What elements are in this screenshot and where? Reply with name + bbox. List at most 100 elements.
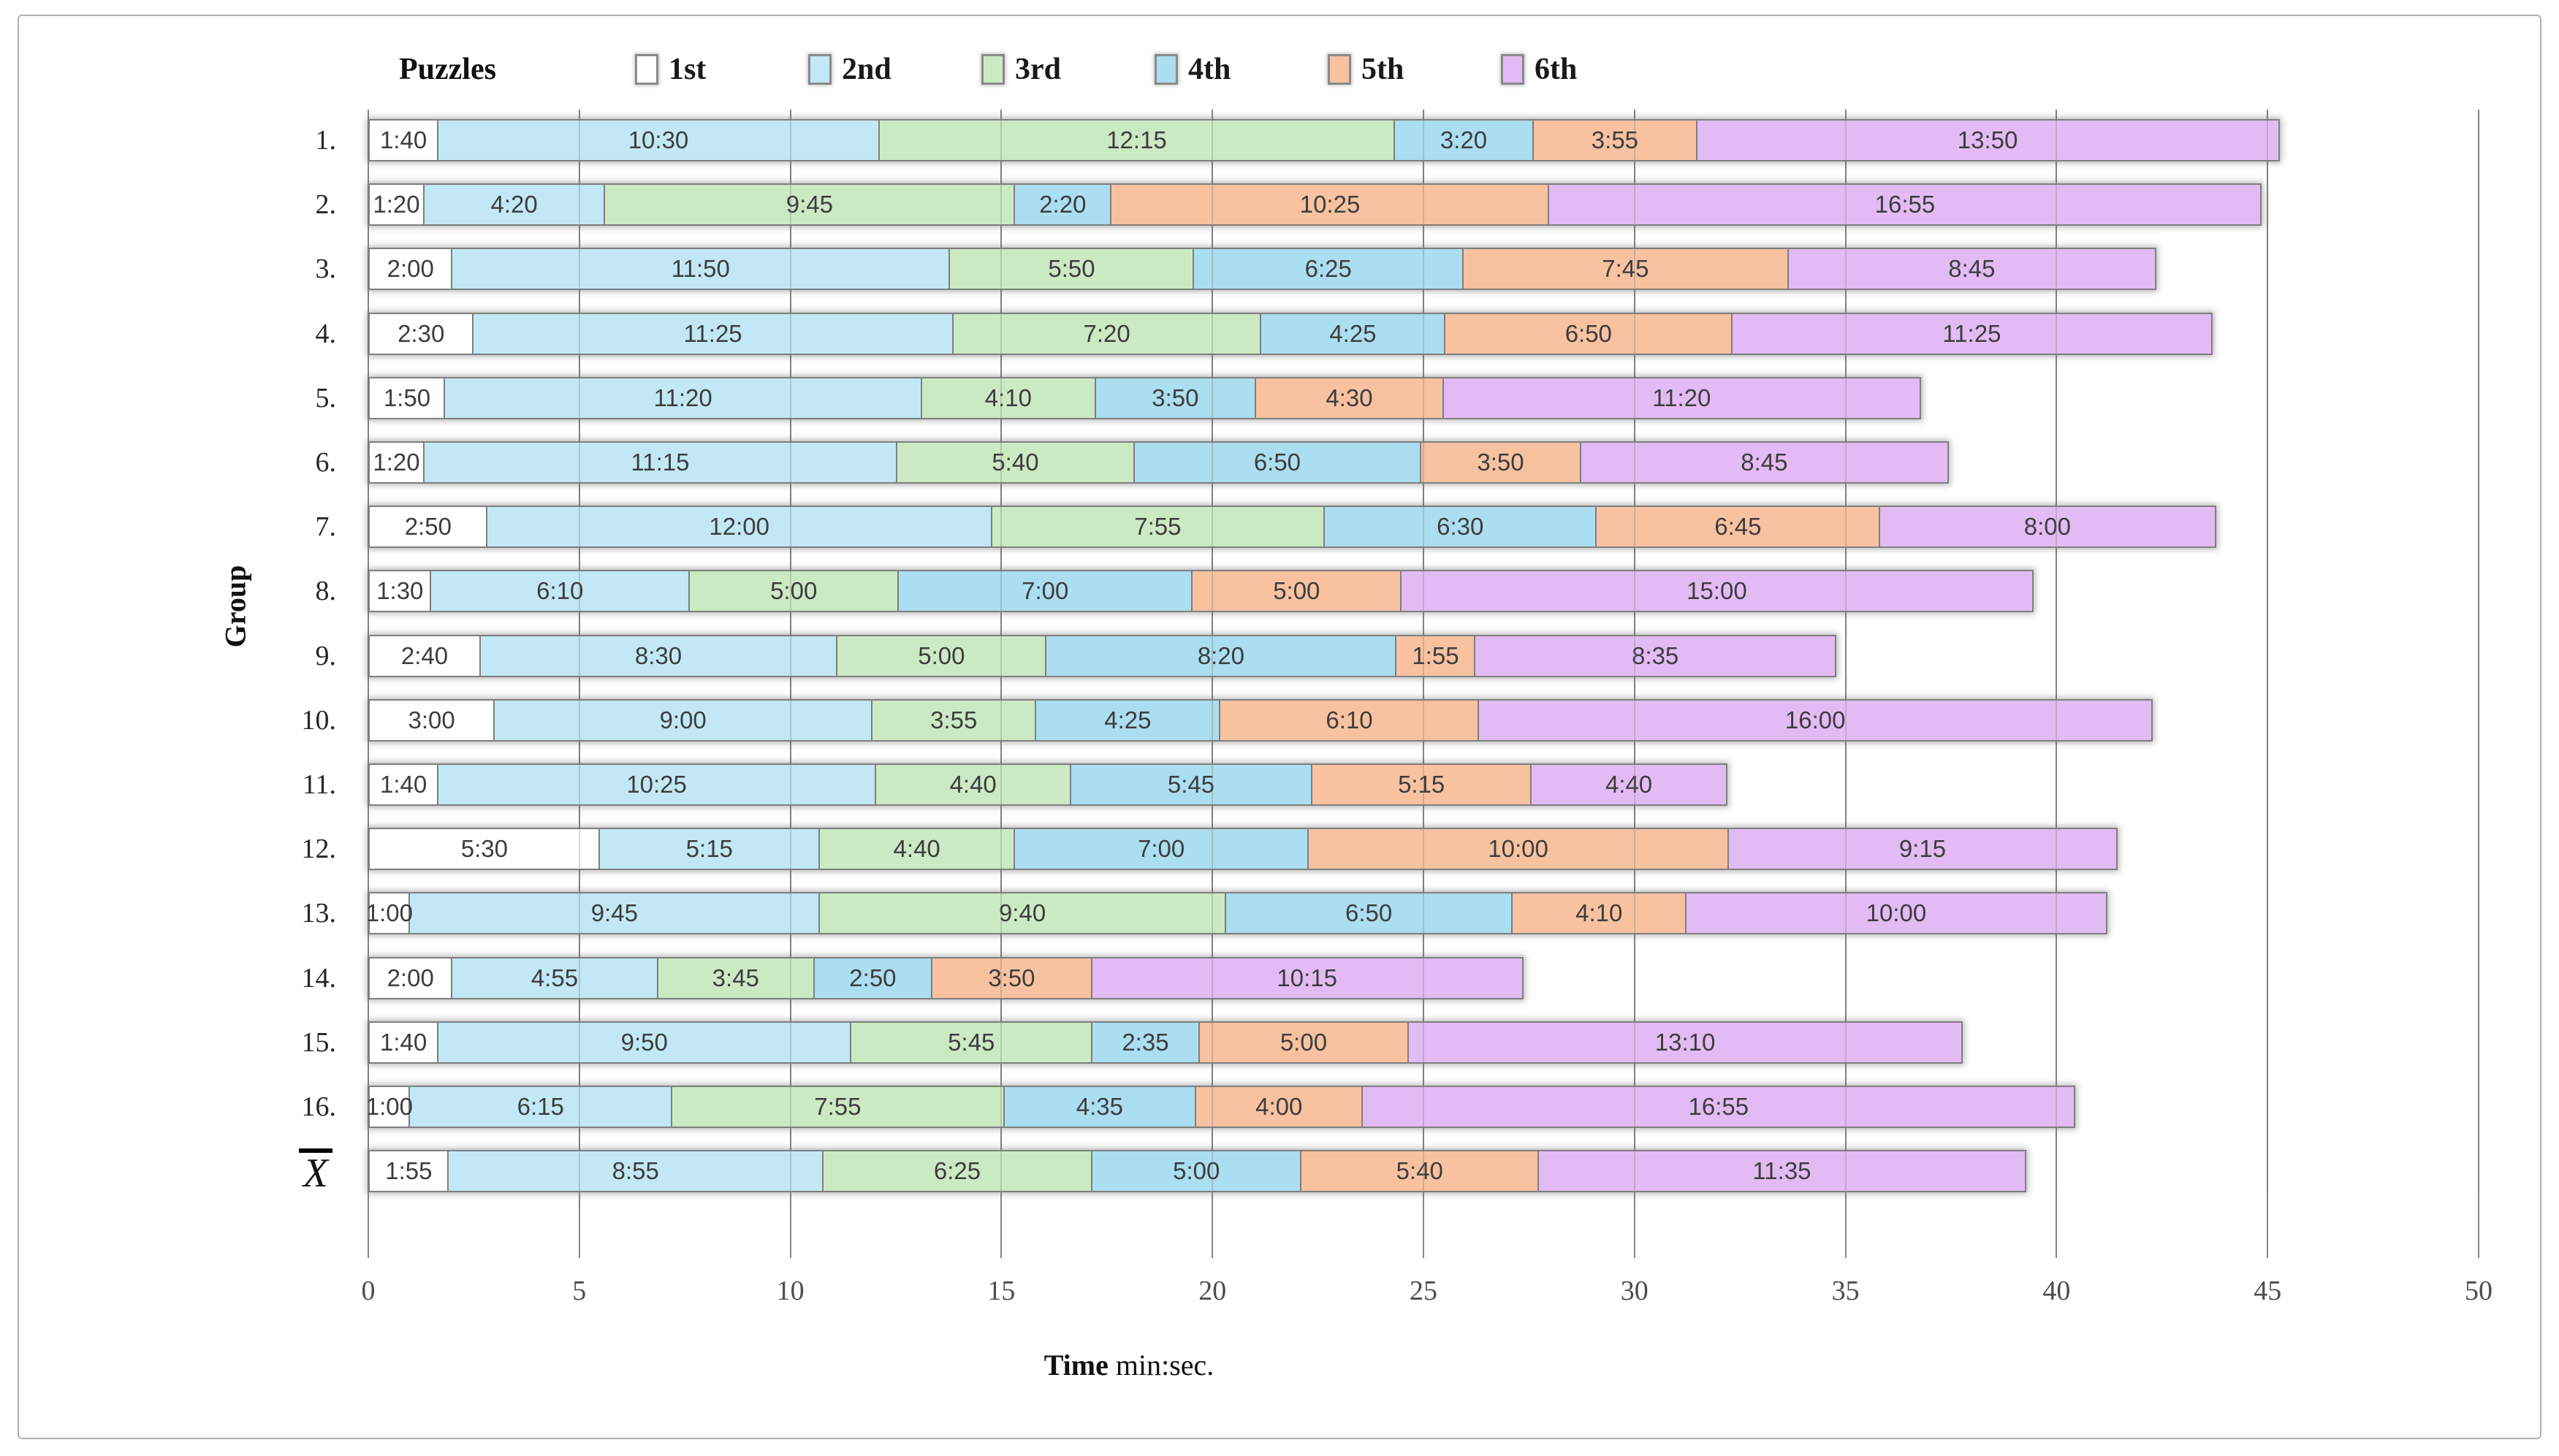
bar-segment-value: 1:40 xyxy=(380,126,427,153)
bar-segment-value: 6:30 xyxy=(1437,513,1484,541)
bar-segment-5th: 4:30 xyxy=(1254,376,1445,419)
bar-segment-value: 5:00 xyxy=(1280,1028,1328,1056)
bar-segment-value: 12:00 xyxy=(709,513,769,541)
bar-segment-6th: 11:20 xyxy=(1442,376,1921,419)
bar-segment-value: 3:55 xyxy=(1591,126,1639,153)
bar-segment-1st: 1:00 xyxy=(365,1086,413,1128)
bar-segment-value: 10:25 xyxy=(626,771,687,798)
row-label-12: 12. xyxy=(301,834,337,865)
bar-segment-2nd: 6:15 xyxy=(408,1086,673,1128)
bar-segment-5th: 5:00 xyxy=(1198,1021,1410,1064)
gridline-overlay-0 xyxy=(368,110,369,1191)
legend-swatch-6th xyxy=(1501,54,1524,85)
legend-label-5th: 5th xyxy=(1361,53,1404,86)
bar-row-4: 2:30 11:25 7:20 4:25 6:50 11:25 xyxy=(368,312,2213,355)
bar-segment-4th: 6:30 xyxy=(1323,506,1597,549)
bar-segment-value: 11:25 xyxy=(683,319,742,347)
bar-segment-3rd: 9:45 xyxy=(604,183,1016,226)
bar-segment-value: 6:25 xyxy=(1304,255,1352,283)
bar-row-11: 1:40 10:25 4:40 5:45 5:15 4:40 xyxy=(368,763,1727,806)
bar-segment-6th: 10:15 xyxy=(1090,956,1524,999)
bar-row-2: 1:20 4:20 9:45 2:20 10:25 16:55 xyxy=(368,183,2262,226)
x-tick-label-50: 50 xyxy=(2465,1276,2493,1306)
x-tick-label-0: 0 xyxy=(361,1276,376,1306)
bar-row-16: 1:00 6:15 7:55 4:35 4:00 16:55 xyxy=(365,1086,2076,1128)
bar-segment-value: 6:50 xyxy=(1253,449,1301,476)
bar-segment-value: 6:25 xyxy=(933,1157,981,1185)
bar-segment-value: 4:40 xyxy=(1605,771,1653,798)
row-label-16: 16. xyxy=(301,1091,337,1122)
bar-segment-value: 6:10 xyxy=(1326,706,1373,733)
row-label-9: 9. xyxy=(315,640,337,671)
row-label-1: 1. xyxy=(315,125,337,156)
bar-segment-value: 4:30 xyxy=(1326,384,1373,411)
bar-segment-value: 6:10 xyxy=(536,577,584,605)
bar-segment-value: 10:00 xyxy=(1488,835,1548,863)
bar-segment-value: 11:20 xyxy=(1652,384,1711,411)
bar-segment-1st: 1:40 xyxy=(368,119,439,161)
gridline-0 xyxy=(368,110,369,1258)
bar-segment-value: 8:20 xyxy=(1197,641,1245,669)
bar-segment-value: 10:15 xyxy=(1277,964,1337,991)
bar-segment-2nd: 8:55 xyxy=(447,1150,824,1193)
bar-row-13: 1:00 9:45 9:40 6:50 4:10 10:00 xyxy=(366,892,2107,935)
legend-item-2nd: 2nd xyxy=(808,51,891,88)
bar-segment-6th: 16:00 xyxy=(1478,698,2153,742)
bar-segment-value: 1:00 xyxy=(365,1093,413,1120)
row-label-mean: X xyxy=(183,1148,332,1195)
bar-segment-value: 1:40 xyxy=(380,1028,427,1056)
row-label-8: 8. xyxy=(315,576,337,607)
bar-segment-value: 6:50 xyxy=(1564,319,1612,347)
bar-segment-value: 1:55 xyxy=(385,1157,433,1185)
bar-segment-1st: 1:30 xyxy=(368,570,432,613)
bar-segment-value: 4:25 xyxy=(1104,706,1152,733)
x-tick-label-30: 30 xyxy=(1620,1276,1649,1306)
bar-segment-3rd: 12:15 xyxy=(878,119,1396,161)
bar-segment-value: 1:50 xyxy=(383,384,431,411)
bar-segment-value: 5:50 xyxy=(1048,255,1095,283)
bar-row-mean: 1:55 8:55 6:25 5:00 5:40 11:35 xyxy=(368,1150,2026,1193)
bar-segment-value: 2:35 xyxy=(1122,1028,1169,1056)
bar-segment-3rd: 3:45 xyxy=(656,956,815,999)
bar-segment-5th: 6:10 xyxy=(1219,698,1480,742)
bar-segment-value: 2:00 xyxy=(387,255,434,283)
row-label-3: 3. xyxy=(315,254,337,285)
bar-segment-3rd: 7:55 xyxy=(670,1086,1005,1128)
bar-segment-5th: 4:10 xyxy=(1510,892,1687,935)
bar-segment-value: 4:10 xyxy=(984,384,1032,411)
bar-segment-6th: 15:00 xyxy=(1400,570,2034,613)
bar-segment-4th: 8:20 xyxy=(1045,634,1397,677)
bar-segment-5th: 6:45 xyxy=(1595,506,1881,549)
bar-segment-3rd: 5:00 xyxy=(835,634,1047,677)
bar-segment-2nd: 6:10 xyxy=(430,570,691,613)
x-axis-title-bold: Time xyxy=(1043,1349,1109,1381)
bar-segment-value: 3:00 xyxy=(408,706,455,733)
bar-segment-2nd: 9:50 xyxy=(436,1021,852,1064)
bar-segment-6th: 8:45 xyxy=(1787,248,2157,291)
bar-segment-value: 9:00 xyxy=(659,706,707,733)
bar-segment-value: 15:00 xyxy=(1687,577,1747,605)
bar-segment-6th: 4:40 xyxy=(1530,763,1727,806)
bar-row-14: 2:00 4:55 3:45 2:50 3:50 10:15 xyxy=(368,956,1524,999)
bar-segment-value: 5:00 xyxy=(918,641,965,669)
bar-segment-1st: 2:40 xyxy=(368,634,482,677)
bar-segment-value: 2:00 xyxy=(387,964,434,991)
bar-segment-value: 16:55 xyxy=(1688,1093,1749,1120)
bar-segment-value: 7:55 xyxy=(1134,513,1182,541)
bar-segment-value: 7:20 xyxy=(1083,319,1130,347)
bar-segment-5th: 5:40 xyxy=(1300,1150,1540,1193)
legend-item-6th: 6th xyxy=(1501,51,1577,88)
gridline-overlay-20 xyxy=(1212,110,1214,1191)
bar-segment-value: 10:30 xyxy=(628,126,689,153)
bar-segment-2nd: 11:20 xyxy=(444,376,922,419)
legend-swatch-5th xyxy=(1328,54,1351,85)
bar-row-9: 2:40 8:30 5:00 8:20 1:55 8:35 xyxy=(368,634,1837,677)
bar-segment-5th: 1:55 xyxy=(1395,634,1476,677)
bar-segment-value: 1:40 xyxy=(380,771,427,798)
bar-segment-1st: 2:50 xyxy=(368,506,488,549)
row-label-7: 7. xyxy=(315,511,337,543)
bar-segment-value: 8:55 xyxy=(612,1157,659,1185)
bar-segment-1st: 1:40 xyxy=(368,1021,439,1064)
gridline-overlay-40 xyxy=(2056,110,2058,1191)
row-label-14: 14. xyxy=(301,962,337,994)
